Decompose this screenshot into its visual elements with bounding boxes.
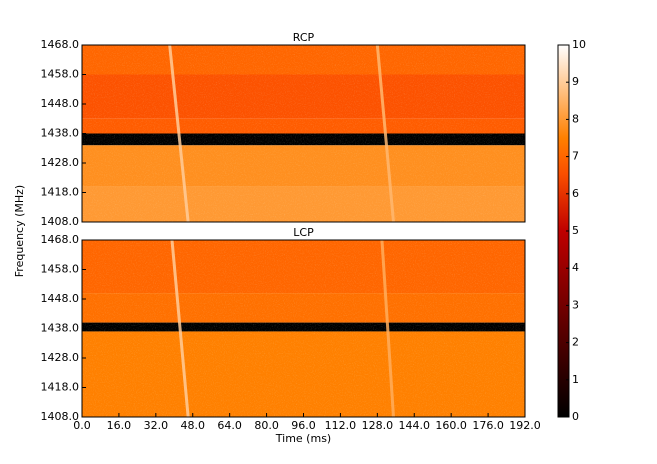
- x-tick-label: 112.0: [325, 419, 357, 432]
- y-tick-label: 1428.0: [41, 351, 80, 364]
- x-tick-label: 128.0: [362, 419, 394, 432]
- y-tick-label: 1408.0: [41, 410, 80, 423]
- x-tick-label: 96.0: [291, 419, 316, 432]
- colorbar-tick-label: 3: [572, 298, 579, 311]
- noise-overlay: [82, 240, 525, 417]
- x-axis-label: Time (ms): [275, 432, 331, 445]
- panel-title: RCP: [293, 31, 315, 44]
- x-tick-label: 144.0: [399, 419, 431, 432]
- x-tick-label: 160.0: [435, 419, 467, 432]
- x-tick-label: 192.0: [509, 419, 541, 432]
- x-tick-label: 80.0: [254, 419, 279, 432]
- y-tick-label: 1458.0: [41, 68, 80, 81]
- y-tick-label: 1428.0: [41, 156, 80, 169]
- panel-title: LCP: [293, 226, 314, 239]
- x-tick-label: 32.0: [144, 419, 169, 432]
- y-tick-label: 1448.0: [41, 292, 80, 305]
- y-tick-label: 1408.0: [41, 215, 80, 228]
- pulse: [170, 239, 190, 418]
- colorbar-tick-label: 8: [572, 112, 579, 125]
- y-axis-label: Frequency (MHz): [13, 185, 26, 277]
- y-tick-label: 1468.0: [41, 38, 80, 51]
- pulse: [375, 44, 395, 223]
- colorbar-tick-label: 2: [572, 336, 579, 349]
- colorbar-tick-label: 9: [572, 75, 579, 88]
- colorbar-tick-label: 5: [572, 224, 579, 237]
- x-tick-label: 16.0: [107, 419, 132, 432]
- noise-overlay: [82, 45, 525, 222]
- x-tick-label: 176.0: [472, 419, 504, 432]
- colorbar-tick-label: 10: [572, 38, 586, 51]
- y-tick-label: 1438.0: [41, 127, 80, 140]
- colorbar-tick-label: 4: [572, 261, 579, 274]
- y-tick-label: 1438.0: [41, 322, 80, 335]
- y-tick-label: 1448.0: [41, 97, 80, 110]
- y-tick-label: 1468.0: [41, 233, 80, 246]
- x-tick-label: 0.0: [73, 419, 91, 432]
- y-tick-label: 1418.0: [41, 381, 80, 394]
- pulse: [380, 239, 395, 418]
- pulse: [168, 44, 190, 223]
- y-tick-label: 1418.0: [41, 186, 80, 199]
- colorbar-tick-label: 0: [572, 410, 579, 423]
- x-tick-label: 64.0: [217, 419, 242, 432]
- y-tick-label: 1458.0: [41, 263, 80, 276]
- colorbar-tick-label: 6: [572, 187, 579, 200]
- x-tick-label: 48.0: [181, 419, 206, 432]
- colorbar-tick-label: 1: [572, 373, 579, 386]
- colorbar-tick-label: 7: [572, 150, 579, 163]
